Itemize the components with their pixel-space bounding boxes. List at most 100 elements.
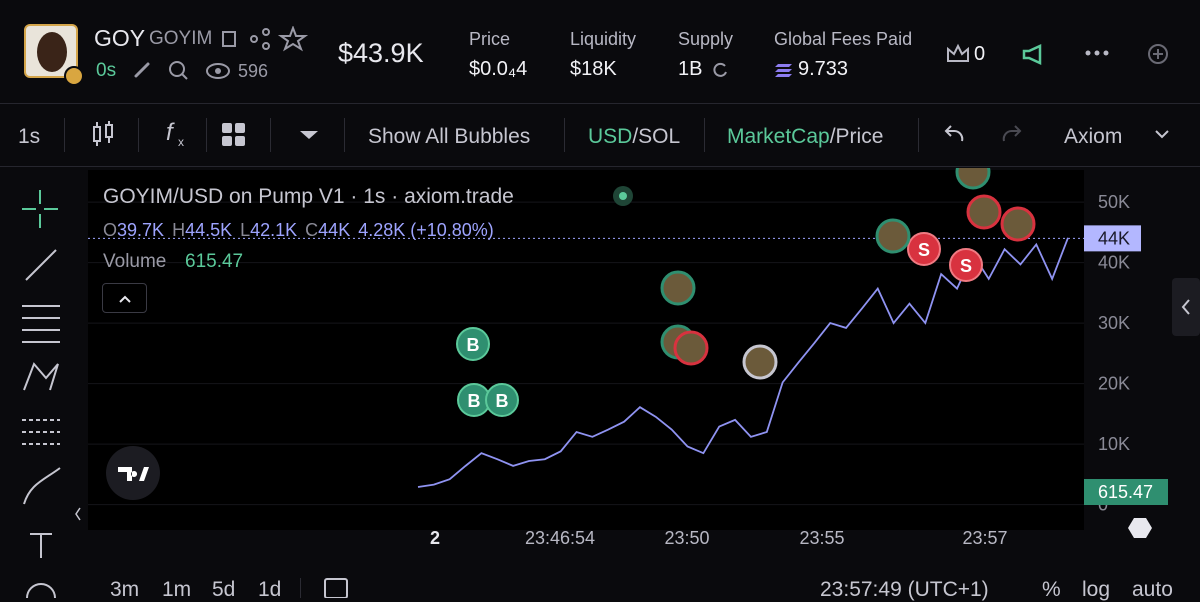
range-button[interactable]: 1m [162,578,192,601]
trader-bubble[interactable] [742,344,778,380]
link-icon[interactable] [134,62,150,78]
trade-bubble-label: S [960,256,972,276]
trader-bubble[interactable] [955,168,991,190]
ohlc-key: C [305,220,319,240]
trade-bubble-label: S [918,240,930,260]
trade-bubble[interactable] [949,248,983,282]
stat-value: $0.0₄4 [469,58,528,80]
separator [138,118,139,152]
y-tick-label: 30K [1098,313,1130,333]
watchers: 0 [974,43,986,65]
ohlc-value: 44.5K [185,220,233,240]
copy-icon[interactable] [222,31,236,47]
live-dot [613,186,633,206]
eye-icon [215,68,221,74]
ohlc-value: 42.1K [250,220,298,240]
settings-icon[interactable] [1128,518,1152,538]
header-icons[interactable] [220,26,310,52]
collapse-legend[interactable] [102,283,147,313]
token-age: 0s [96,60,117,81]
trader-bubble[interactable] [875,218,911,254]
header: GOY GOYIM 0s 596 $43.9K Price $0.0₄4 Liq… [0,0,1200,104]
volume-tag-label: 615.47 [1098,482,1153,502]
search-icon[interactable] [169,61,185,77]
candle-icon[interactable] [88,119,118,149]
avatar-badge [64,66,84,86]
y-tick-label: 50K [1098,192,1130,212]
share-icon [262,28,270,36]
prediction-tool[interactable] [22,419,60,445]
emoji-tool[interactable] [26,583,56,598]
bubbles-button[interactable]: Show All Bubbles [368,125,531,148]
x-tick-label: 23:46:54 [525,528,595,548]
share-icon[interactable] [250,35,258,43]
dropdown-icon[interactable] [298,129,320,141]
tradingview-logo[interactable] [106,446,160,500]
ohlc-value: 44K [318,220,351,240]
sol-icon [775,64,792,77]
range-button[interactable]: 5d [212,578,236,601]
svg-text:x: x [178,135,184,149]
percent-toggle[interactable]: % [1042,578,1061,601]
metric-toggle[interactable]: MarketCap/Price [727,125,883,149]
megaphone-icon[interactable] [1020,42,1046,66]
dropdown-icon[interactable] [1154,129,1170,139]
refresh-icon[interactable] [710,60,730,80]
stat-value: 1B [678,58,703,80]
ohlc-key: L [240,220,251,240]
avatar-face [37,32,67,72]
currency-active: USD [588,125,633,148]
trader-bubble[interactable] [673,330,709,366]
live-dot-core [619,192,627,200]
range-button[interactable]: 1d [258,578,282,601]
trade-bubble[interactable] [907,232,941,266]
y-tick-label: 20K [1098,374,1130,394]
log-toggle[interactable]: log [1082,578,1111,601]
trade-bubble[interactable] [485,383,519,417]
text-tool[interactable] [30,533,52,558]
trade-bubble-label: B [467,335,480,355]
brush-tool[interactable] [23,467,61,505]
pattern-tool[interactable] [23,362,59,391]
trader-bubble[interactable] [660,270,696,306]
crown-icon [947,43,969,62]
date-range-icon[interactable] [322,574,350,598]
currency-toggle[interactable]: USD/SOL [588,125,680,149]
meta-icons [134,61,230,80]
line-tool[interactable] [25,249,57,281]
source-button[interactable]: Axiom [1064,125,1123,148]
add-icon[interactable] [1146,42,1170,66]
chart: 50K40K30K20K10K0223:46:5423:5023:5523:57… [88,168,1200,548]
crosshair-tool[interactable] [22,190,58,228]
side-panel-toggle[interactable] [1172,278,1200,336]
x-tick-label: 23:50 [664,528,709,548]
trade-bubble-label: B [468,391,481,411]
fib-tool[interactable] [22,305,60,343]
metric-alt: /Price [829,125,884,148]
range-button[interactable]: 3m [110,578,140,601]
redo-icon[interactable] [1002,125,1022,142]
avatar[interactable] [24,24,78,78]
collapse-icon[interactable] [75,507,81,521]
trader-bubble[interactable] [966,194,1002,230]
more-icon[interactable] [1084,48,1110,58]
star-icon[interactable] [277,26,309,52]
trade-bubble-label: B [496,391,509,411]
last-price-box [1084,225,1141,252]
undo-icon[interactable] [944,125,964,142]
trader-bubble[interactable] [1000,206,1036,242]
interval-button[interactable]: 1s [18,125,41,148]
metric-active: MarketCap [727,125,830,148]
stat-label: Global Fees Paid [774,29,913,49]
trade-bubble[interactable] [456,327,490,361]
x-tick-label: 23:57 [962,528,1007,548]
footer: 3m 1m 5d 1d 23:57:49 (UTC+1) % log auto [88,560,1200,601]
token-ticker: GOYIM [149,28,213,49]
plot-area [88,170,1084,530]
auto-toggle[interactable]: auto [1132,578,1173,601]
layout-icon[interactable] [220,121,248,149]
separator [344,118,345,152]
side-panel-icon [1181,299,1190,315]
